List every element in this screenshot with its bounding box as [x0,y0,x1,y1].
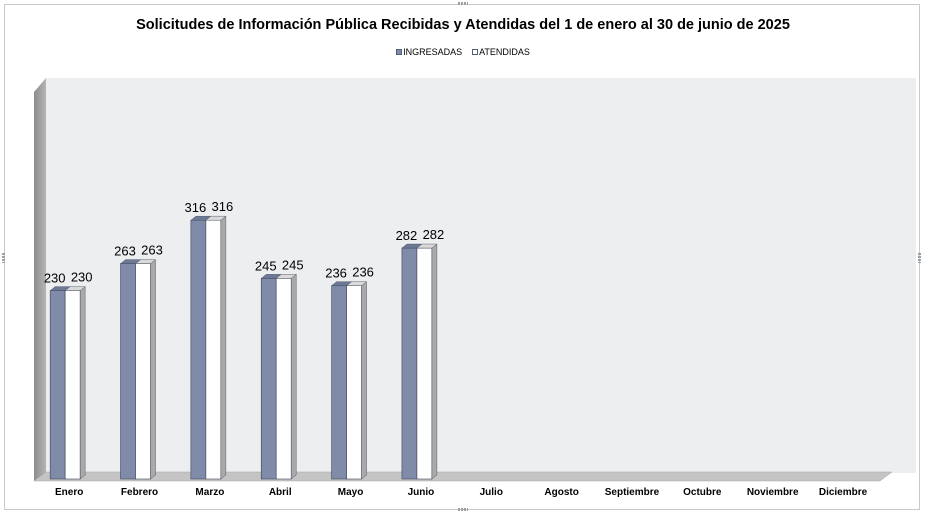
bar-ingresadas [260,278,277,480]
bar-side-atendidas [361,281,367,480]
side-wall [34,78,46,481]
bar-top-atendidas [205,215,227,221]
data-label-atendidas: 282 [423,227,445,242]
data-label-ingresadas: 245 [255,258,277,273]
bar-ingresadas [49,290,66,480]
category-label: Junio [408,487,435,498]
category-label: Abril [269,487,292,498]
bar-side-atendidas [220,215,227,480]
category-label: Octubre [683,487,722,498]
labels-layer: 230 230 263 263 316 316 245 245 236 236 282 282 [44,199,444,285]
data-label-atendidas: 316 [212,199,234,214]
data-label-ingresadas: 316 [185,200,207,215]
resize-handle-bottom[interactable] [458,508,468,511]
legend: INGRESADAS ATENDIDAS [0,47,926,57]
legend-item-atendidas: ATENDIDAS [472,47,530,57]
resize-handle-top[interactable] [458,2,468,5]
bar-side-atendidas [150,259,156,480]
bar-top-atendidas [346,281,368,286]
legend-label-atendidas: ATENDIDAS [479,47,530,57]
bar-atendidas [205,219,222,480]
bar-atendidas [64,290,81,480]
category-label: Noviembre [747,487,799,498]
data-label-atendidas: 245 [282,257,304,272]
category-label: Diciembre [819,487,868,498]
category-label: Enero [55,487,83,498]
bar-top-atendidas [134,259,157,264]
resize-handle-left[interactable] [2,253,5,263]
legend-swatch-atendidas [472,49,479,55]
bars-layer [49,215,438,480]
bar-side-atendidas [79,286,86,480]
data-label-atendidas: 230 [71,270,93,285]
bar-top-atendidas [64,286,86,291]
bar-atendidas [416,247,433,480]
bar-side-atendidas [431,243,438,480]
bar-top-atendidas [416,243,438,249]
data-label-atendidas: 236 [352,265,374,280]
category-label: Marzo [195,487,224,498]
chart-title: Solicitudes de Información Pública Recib… [136,17,790,33]
data-label-ingresadas: 282 [396,228,418,243]
category-label: Febrero [121,487,158,498]
category-label: Agosto [544,487,578,498]
category-label: Septiembre [605,487,660,498]
bar-ingresadas [331,285,347,480]
data-label-atendidas: 263 [141,243,163,258]
bar-atendidas [275,278,292,480]
bar-side-atendidas [291,273,297,480]
legend-item-ingresadas: INGRESADAS [396,47,462,57]
category-axis: Enero Febrero Marzo Abril Mayo Junio Julio Agos… [55,487,868,498]
bar-top-atendidas [275,274,297,279]
data-label-ingresadas: 236 [325,266,347,281]
bar-ingresadas [120,263,136,480]
bar-ingresadas [401,247,418,480]
resize-handle-right[interactable] [918,253,921,263]
back-wall [46,78,916,473]
category-label: Julio [480,487,503,498]
legend-label-ingresadas: INGRESADAS [403,47,463,57]
chart-floor [33,471,893,482]
category-label: Mayo [338,487,364,498]
bar-atendidas [135,263,151,480]
data-label-ingresadas: 263 [114,244,136,259]
bar-ingresadas [190,219,207,480]
data-label-ingresadas: 230 [44,271,66,286]
legend-swatch-ingresadas [396,49,403,55]
bar-atendidas [346,285,362,480]
